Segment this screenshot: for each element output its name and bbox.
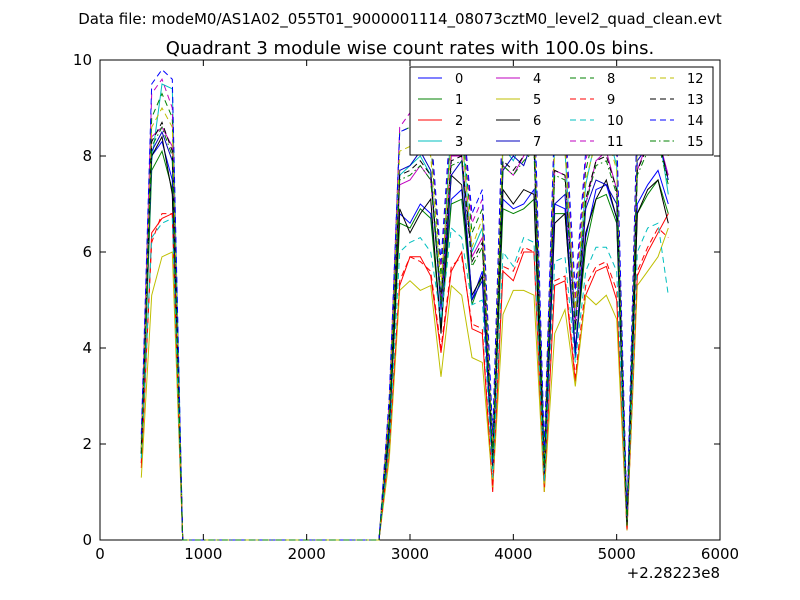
x-tick-label: 0 xyxy=(95,545,105,563)
series-line-module-9 xyxy=(140,213,669,541)
legend-label-module-8: 8 xyxy=(607,72,615,87)
legend-label-module-3: 3 xyxy=(455,135,463,150)
legend-label-module-11: 11 xyxy=(607,135,624,150)
legend-label-module-13: 13 xyxy=(687,93,704,108)
legend-label-module-4: 4 xyxy=(533,72,541,87)
legend-label-module-15: 15 xyxy=(687,135,704,150)
legend-box xyxy=(409,66,714,156)
y-tick-label: 2 xyxy=(82,435,92,453)
legend-label-module-12: 12 xyxy=(687,72,704,87)
series-line-module-1 xyxy=(140,149,669,541)
series-line-module-14 xyxy=(140,68,669,541)
series-line-module-7 xyxy=(140,130,669,541)
figure-suptitle: Data file: modeM0/AS1A02_055T01_90000011… xyxy=(78,10,722,29)
series-line-module-6 xyxy=(140,135,669,541)
x-tick-label: 2000 xyxy=(288,545,326,563)
legend-label-module-14: 14 xyxy=(687,114,704,129)
series-line-module-8 xyxy=(140,92,669,541)
legend-label-module-7: 7 xyxy=(533,135,541,150)
y-tick-label: 8 xyxy=(82,147,92,165)
legend-label-module-10: 10 xyxy=(607,114,624,129)
x-tick-label: 6000 xyxy=(701,545,739,563)
legend-label-module-1: 1 xyxy=(455,93,463,108)
chart-title: Quadrant 3 module wise count rates with … xyxy=(166,38,655,59)
x-tick-label: 5000 xyxy=(598,545,636,563)
x-tick-label: 4000 xyxy=(494,545,532,563)
legend-label-module-9: 9 xyxy=(607,93,615,108)
y-tick-label: 4 xyxy=(82,339,92,357)
series-layer xyxy=(140,68,669,541)
series-line-module-2 xyxy=(140,212,669,541)
x-tick-label: 3000 xyxy=(391,545,429,563)
series-line-module-5 xyxy=(140,227,669,541)
legend-label-module-5: 5 xyxy=(533,93,541,108)
legend-label-module-2: 2 xyxy=(455,114,463,129)
x-tick-label: 1000 xyxy=(184,545,222,563)
series-line-module-4 xyxy=(140,126,669,541)
series-line-module-13 xyxy=(140,121,669,541)
x-offset-label: +2.28223e8 xyxy=(627,564,720,582)
legend-label-module-0: 0 xyxy=(455,72,463,87)
y-tick-label: 6 xyxy=(82,243,92,261)
y-tick-label: 0 xyxy=(82,531,92,549)
legend-label-module-6: 6 xyxy=(533,114,541,129)
series-line-module-0 xyxy=(140,140,669,541)
series-line-module-12 xyxy=(140,106,669,541)
series-line-module-10 xyxy=(140,217,669,541)
y-tick-label: 10 xyxy=(73,51,92,69)
